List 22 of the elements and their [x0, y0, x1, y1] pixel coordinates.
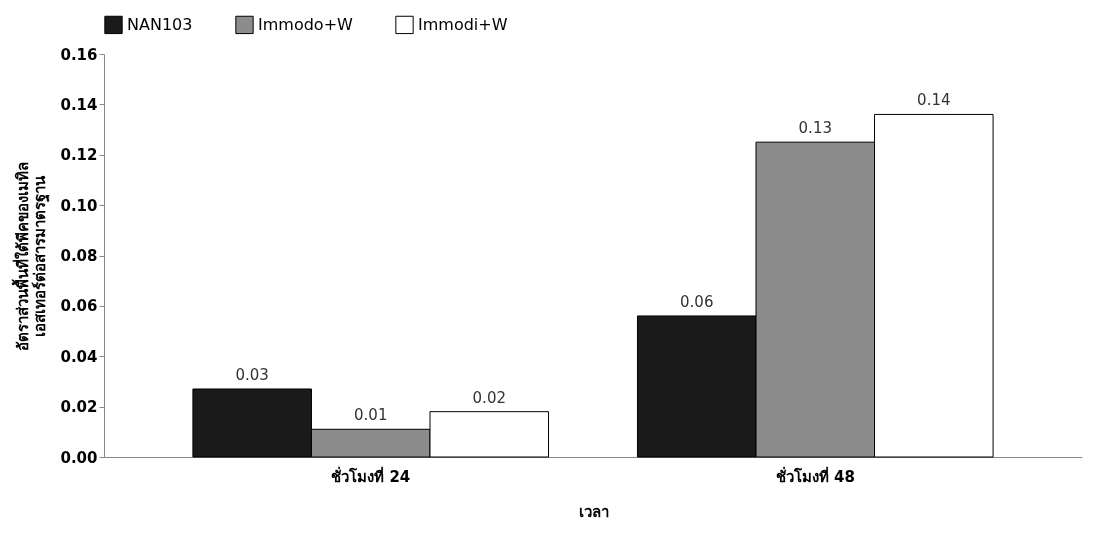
y-tick-label: 0.12: [60, 146, 98, 165]
y-tick-label: 0.00: [60, 448, 98, 467]
x-tick-label: ชั่วโมงที่ 48: [775, 465, 855, 486]
data-label: 0.06: [680, 292, 714, 311]
legend-label: Immodo+W: [258, 14, 354, 34]
y-tick-label: 0.14: [60, 95, 98, 114]
y-tick-label: 0.16: [60, 45, 98, 64]
data-label: 0.03: [235, 365, 269, 384]
legend-label: NAN103: [127, 14, 193, 34]
x-tick-label: ชั่วโมงที่ 24: [331, 465, 411, 486]
y-tick-label: 0.04: [60, 347, 98, 366]
data-label: 0.13: [798, 119, 832, 138]
y-tick-label: 0.02: [60, 398, 98, 417]
y-tick-label: 0.10: [60, 196, 98, 215]
data-label: 0.01: [354, 406, 388, 425]
y-tick-label: 0.06: [60, 297, 98, 316]
x-axis-title: เวลา: [578, 502, 609, 521]
text: เอสเทอร์ต่อสารมาตรฐาน: [31, 175, 50, 337]
y-tick-label: 0.08: [60, 247, 98, 265]
data-label: 0.14: [917, 91, 951, 110]
legend-label: Immodi+W: [418, 14, 508, 34]
data-label: 0.02: [472, 388, 506, 407]
